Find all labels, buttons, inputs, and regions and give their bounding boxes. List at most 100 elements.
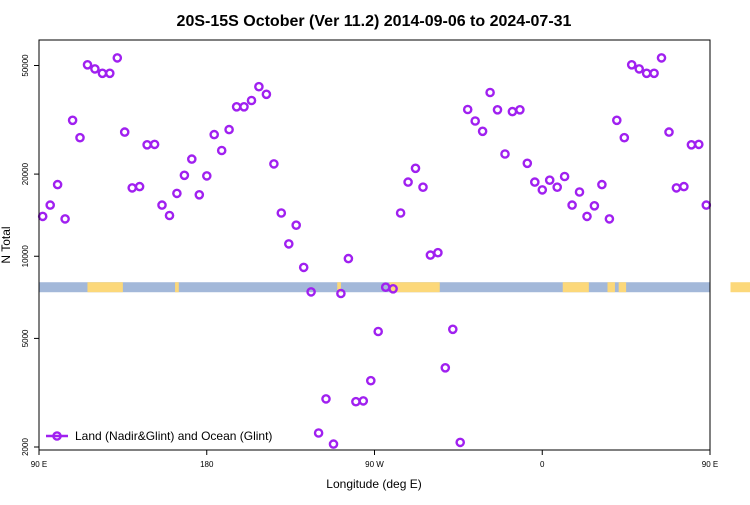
data-point [552, 182, 563, 192]
data-point [336, 288, 346, 299]
data-point [298, 262, 309, 273]
data-point [649, 68, 659, 79]
data-point [157, 200, 167, 210]
data-point [619, 132, 630, 143]
data-point [671, 183, 682, 193]
land-segment [730, 282, 750, 293]
data-point [164, 210, 175, 221]
data-point [105, 68, 115, 79]
data-point [216, 145, 227, 156]
data-point [112, 53, 123, 63]
data-point [612, 115, 622, 126]
data-point [589, 200, 600, 211]
data-point [455, 437, 466, 448]
data-point [433, 247, 443, 258]
data-point [559, 171, 570, 182]
data-point [134, 181, 145, 192]
data-point [626, 60, 637, 70]
ocean-strip [39, 282, 710, 293]
data-point [634, 64, 645, 74]
data-point [343, 253, 354, 264]
data-point [67, 115, 78, 126]
data-point [574, 187, 585, 197]
data-point [395, 208, 406, 218]
data-point [492, 105, 503, 115]
data-point [239, 102, 249, 112]
data-point [582, 211, 592, 222]
land-segment [337, 282, 341, 293]
data-point [544, 175, 555, 185]
data-point [60, 214, 70, 224]
data-point [328, 439, 339, 449]
data-point [537, 185, 548, 195]
data-point [254, 81, 264, 92]
data-point [209, 129, 219, 140]
data-point [358, 396, 369, 406]
data-point [313, 428, 324, 438]
data-point [127, 183, 137, 193]
land-segment [87, 282, 123, 293]
legend-marker [52, 431, 62, 441]
y-tick-label: 20000 [21, 162, 30, 185]
land-segment [607, 282, 615, 293]
data-point [664, 127, 674, 137]
y-tick-label: 10000 [21, 245, 30, 268]
land-segment [175, 282, 179, 293]
y-axis-label: N Total [0, 226, 13, 263]
data-point [37, 211, 48, 222]
data-point [75, 132, 85, 143]
data-point [567, 200, 577, 210]
data-point [388, 283, 398, 294]
data-point [507, 106, 518, 117]
data-point [201, 171, 212, 181]
chart-title: 20S-15S October (Ver 11.2) 2014-09-06 to… [177, 13, 572, 30]
data-point [52, 179, 63, 190]
data-point [522, 158, 533, 169]
data-point [142, 139, 152, 150]
data-point [246, 95, 257, 106]
data-point [351, 396, 361, 407]
data-point [90, 64, 100, 74]
x-tick-label: 0 [540, 460, 545, 469]
data-point [306, 287, 316, 297]
land-segment [562, 282, 589, 293]
data-point [269, 159, 279, 169]
surface-strip [39, 282, 750, 293]
y-tick-label: 2000 [21, 438, 30, 456]
data-point [321, 394, 331, 404]
y-tick-label: 5000 [21, 329, 30, 347]
plot-frame [38, 39, 711, 451]
legend: Land (Nadir&Glint) and Ocean (Glint) [46, 429, 272, 443]
data-point [515, 105, 525, 115]
data-point [149, 139, 160, 150]
data-point [82, 60, 93, 70]
data-point [403, 177, 413, 187]
land-segment [389, 282, 440, 293]
data-point [373, 326, 384, 337]
data-point [179, 170, 190, 181]
data-point [447, 324, 458, 335]
data-point [470, 116, 481, 126]
data-point [283, 239, 294, 249]
data-point [530, 177, 540, 187]
y-tick-label: 50000 [21, 54, 30, 77]
x-axis: 90 E 180 90 W 0 90 E [31, 450, 718, 469]
legend-label: Land (Nadir&Glint) and Ocean (Glint) [75, 429, 272, 443]
data-point [604, 214, 615, 224]
data-point [45, 200, 56, 210]
data-point [686, 139, 697, 150]
data-point [679, 181, 689, 192]
data-point [500, 149, 510, 159]
data-point [224, 124, 234, 135]
x-axis-label: Longitude (deg E) [326, 477, 421, 491]
x-tick-label: 180 [200, 460, 214, 469]
data-point [597, 179, 607, 190]
data-points [37, 53, 712, 449]
x-tick-label: 90 E [702, 460, 718, 469]
x-tick-label: 90 W [365, 460, 384, 469]
x-tick-label: 90 E [31, 460, 47, 469]
data-point [462, 104, 473, 115]
data-point [694, 139, 704, 150]
